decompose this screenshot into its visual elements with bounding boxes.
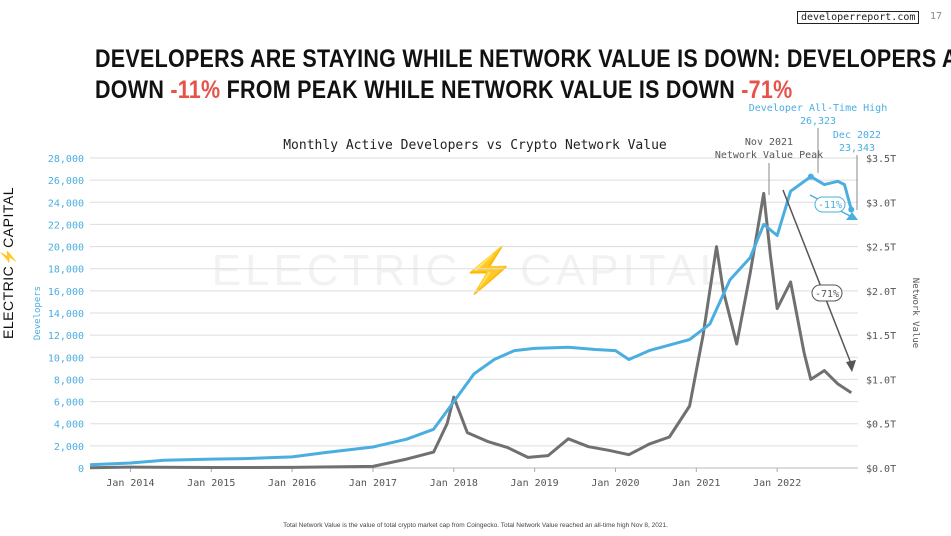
y-tick-label: 18,000 <box>48 265 84 276</box>
footnote: Total Network Value is the value of tota… <box>283 522 668 529</box>
gridlines <box>90 157 858 469</box>
arrow-head-icon <box>846 360 856 372</box>
nv-peak-label-2: Network Value Peak <box>715 150 823 161</box>
y-axis-label: Developers <box>33 286 43 340</box>
y2-tick-label: $1.5T <box>866 331 896 342</box>
x-tick-label: Jan 2017 <box>349 478 397 489</box>
y2-tick-label: $2.0T <box>866 287 896 298</box>
x-tick-label: Jan 2019 <box>511 478 559 489</box>
nv-change-badge <box>811 284 843 302</box>
y2-tick-label: $3.5T <box>866 154 896 165</box>
dev-ath-marker <box>807 173 814 180</box>
arrow-head-icon <box>846 212 858 220</box>
y-tick-label: 20,000 <box>48 243 84 254</box>
dec2022-label: Dec 2022 <box>833 130 881 141</box>
x-tick-label: Jan 2014 <box>106 478 154 489</box>
watermark: ELECTRIC⚡CAPITAL <box>212 245 729 296</box>
y-tick-label: 10,000 <box>48 353 84 364</box>
y-tick-label: 14,000 <box>48 309 84 320</box>
y2-tick-label: $2.5T <box>866 243 896 254</box>
headline-text: DOWN <box>95 76 171 104</box>
x-tick-label: Jan 2022 <box>753 478 801 489</box>
y2-tick-label: $1.0T <box>866 375 896 386</box>
headline-text: FROM PEAK WHILE NETWORK VALUE IS DOWN <box>220 76 742 104</box>
nv-peak-label-1: Nov 2021 <box>745 137 793 148</box>
y-tick-label: 22,000 <box>48 220 84 231</box>
dev-change-text: -11% <box>818 200 842 211</box>
x-tick-label: Jan 2018 <box>430 478 478 489</box>
dev-dec2022-marker <box>848 206 855 213</box>
site-link[interactable]: developerreport.com <box>797 11 920 24</box>
y-tick-label: 2,000 <box>54 442 84 453</box>
y-tick-label: 8,000 <box>54 375 84 386</box>
series-network-value <box>89 191 853 470</box>
y2-tick-label: $3.0T <box>866 198 896 209</box>
series-developers <box>89 175 853 467</box>
page-number: 17 <box>930 11 943 22</box>
headline-line-2: DOWN -11% FROM PEAK WHILE NETWORK VALUE … <box>95 75 951 106</box>
headline-line-1: DEVELOPERS ARE STAYING WHILE NETWORK VAL… <box>95 45 951 73</box>
y-tick-label: 0 <box>78 464 84 475</box>
y-axis-left: 0 2,000 4,000 6,000 8,000 10,000 12,000 14,000 1… <box>48 154 84 475</box>
y2-tick-label: $0.0T <box>866 464 896 475</box>
y-tick-label: 6,000 <box>54 398 84 409</box>
y-tick-label: 4,000 <box>54 420 84 431</box>
x-tick-label: Jan 2020 <box>591 478 639 489</box>
y-tick-label: 16,000 <box>48 287 84 298</box>
dev-ath-label: Developer All-Time High <box>749 103 887 114</box>
y-tick-label: 26,000 <box>48 176 84 187</box>
y2-axis-label: Network Value <box>910 278 920 348</box>
dev-ath-value: 26,323 <box>800 116 836 127</box>
y-tick-label: 28,000 <box>48 154 84 165</box>
x-tick-label: Jan 2016 <box>268 478 316 489</box>
headline: DEVELOPERS ARE STAYING WHILE NETWORK VAL… <box>95 44 951 106</box>
nv-change-highlight: -71% <box>741 76 793 104</box>
x-axis: Jan 2014 Jan 2015 Jan 2016 Jan 2017 Jan 2018… <box>106 468 801 489</box>
nv-change-arrow <box>782 189 853 367</box>
dev-change-highlight: -11% <box>170 76 221 104</box>
y2-tick-label: $0.5T <box>866 420 896 431</box>
chart-title: Monthly Active Developers vs Crypto Netw… <box>283 138 667 153</box>
x-tick-label: Jan 2015 <box>187 478 235 489</box>
x-tick-label: Jan 2021 <box>672 478 720 489</box>
nv-change-text: -71% <box>815 289 839 300</box>
dev-change-badge <box>814 196 846 213</box>
y-tick-label: 24,000 <box>48 198 84 209</box>
y-axis-right: $0.0T $0.5T $1.0T $1.5T $2.0T $2.5T $3.0T $3.5T <box>866 154 896 475</box>
dec2022-value: 23,343 <box>839 143 875 154</box>
y-tick-label: 12,000 <box>48 331 84 342</box>
